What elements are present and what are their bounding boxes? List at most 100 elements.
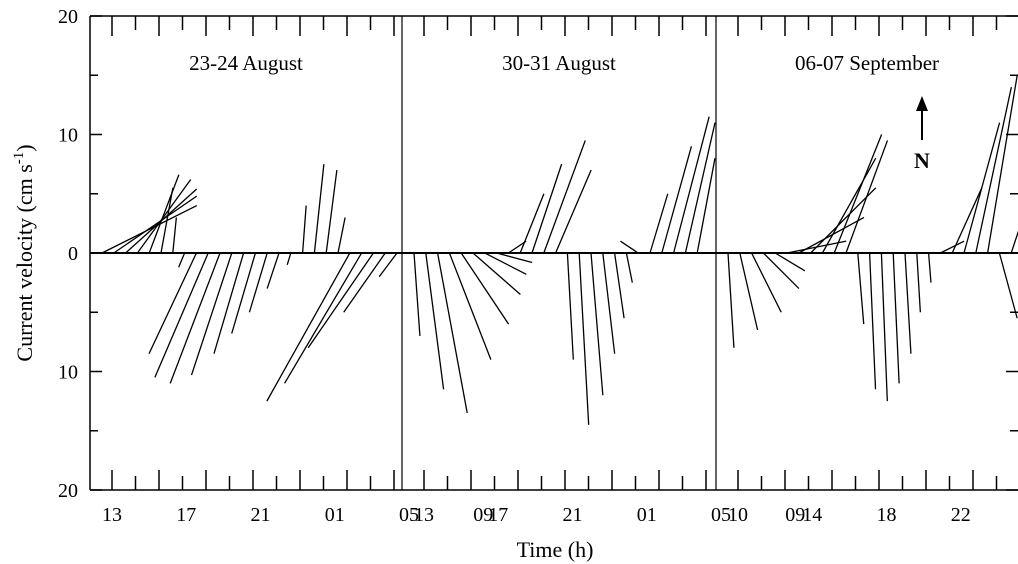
x-tick-label: 22 bbox=[951, 504, 971, 526]
velocity-stick bbox=[343, 252, 386, 313]
velocity-stick bbox=[940, 240, 965, 254]
velocity-stick bbox=[307, 252, 374, 349]
x-axis-label: Time (h) bbox=[517, 537, 594, 562]
velocity-stick bbox=[231, 252, 257, 334]
velocity-stick bbox=[672, 116, 710, 254]
x-tick-label: 09 bbox=[473, 504, 493, 526]
velocity-stick bbox=[519, 193, 545, 254]
velocity-stick bbox=[436, 252, 468, 414]
velocity-stick bbox=[169, 252, 221, 384]
velocity-stick bbox=[266, 252, 280, 289]
x-tick-label: 01 bbox=[325, 504, 345, 526]
north-label: N bbox=[914, 148, 930, 173]
velocity-stick bbox=[739, 252, 759, 331]
velocity-stick bbox=[160, 187, 174, 254]
velocity-stick bbox=[810, 187, 877, 254]
velocity-stick bbox=[543, 140, 586, 254]
velocity-stick bbox=[178, 252, 186, 268]
x-tick-label: 17 bbox=[176, 504, 196, 526]
plot-frame bbox=[89, 15, 1018, 491]
velocity-stick bbox=[727, 252, 735, 348]
velocity-stick bbox=[880, 252, 888, 402]
x-tick-label: 18 bbox=[877, 504, 897, 526]
velocity-stick bbox=[148, 252, 197, 355]
y-tick-label: 10 bbox=[58, 362, 78, 384]
velocity-stick bbox=[916, 252, 922, 313]
velocity-stick bbox=[590, 252, 604, 396]
velocity-stick bbox=[190, 252, 233, 376]
velocity-stick bbox=[266, 252, 351, 402]
x-tick-label: 21 bbox=[563, 504, 583, 526]
velocity-stick bbox=[986, 75, 1018, 254]
velocity-stick bbox=[774, 252, 806, 272]
panel-title-1: 23-24 August bbox=[189, 51, 303, 75]
x-axis-ticks: 131721010509131721010509101418220206 bbox=[102, 16, 998, 526]
velocity-stick bbox=[284, 252, 363, 384]
panel-title-3: 06-07 September bbox=[795, 51, 939, 75]
velocity-stick bbox=[413, 252, 421, 336]
x-tick-label: 14 bbox=[802, 504, 822, 526]
velocity-stick bbox=[998, 252, 1018, 319]
velocity-stick bbox=[845, 140, 889, 254]
velocity-stick bbox=[425, 252, 445, 390]
x-tick-label: 13 bbox=[414, 504, 434, 526]
velocity-stick bbox=[378, 252, 398, 278]
panel-title-2: 30-31 August bbox=[502, 51, 616, 75]
velocity-stick bbox=[620, 240, 639, 254]
velocity-stick bbox=[496, 252, 533, 264]
north-arrow: N bbox=[914, 96, 930, 173]
velocity-stick bbox=[248, 252, 268, 313]
velocity-stick bbox=[661, 146, 693, 254]
velocity-stick bbox=[963, 122, 1001, 254]
velocity-stick bbox=[927, 252, 932, 283]
velocity-stick bbox=[649, 193, 669, 254]
x-tick-label: 21 bbox=[251, 504, 271, 526]
panel-titles: 23-24 August 30-31 August 06-07 September bbox=[189, 51, 939, 75]
velocity-stick bbox=[892, 252, 900, 384]
velocity-stick bbox=[951, 187, 983, 254]
y-tick-label: 20 bbox=[58, 480, 78, 502]
velocity-stick bbox=[762, 252, 800, 290]
y-tick-label: 20 bbox=[58, 6, 78, 28]
velocity-stick bbox=[798, 216, 865, 254]
velocity-stick bbox=[337, 217, 346, 254]
velocity-stick bbox=[172, 217, 178, 254]
velocity-stick bbox=[301, 205, 307, 254]
x-tick-label: 13 bbox=[102, 504, 122, 526]
velocity-stick bbox=[751, 252, 782, 313]
velocity-stick bbox=[904, 252, 912, 354]
velocity-stick bbox=[460, 252, 510, 325]
velocity-stick bbox=[508, 240, 527, 254]
velocity-stick bbox=[696, 158, 716, 254]
current-sticks bbox=[101, 75, 1018, 425]
velocity-stick bbox=[448, 252, 492, 360]
velocity-stick bbox=[833, 134, 883, 254]
velocity-stick bbox=[578, 252, 590, 425]
velocity-stick bbox=[286, 252, 292, 266]
velocity-stick bbox=[531, 163, 563, 254]
velocity-stick bbox=[868, 252, 877, 390]
y-tick-label: 10 bbox=[58, 125, 78, 147]
velocity-stick bbox=[602, 252, 616, 354]
x-tick-label: 09 bbox=[785, 504, 805, 526]
velocity-stick bbox=[472, 252, 521, 295]
x-tick-label: 05 bbox=[711, 504, 731, 526]
velocity-stick bbox=[1010, 230, 1018, 254]
velocity-stick bbox=[213, 252, 245, 354]
velocity-stick bbox=[566, 252, 574, 360]
velocity-stick bbox=[684, 122, 716, 254]
velocity-stick bbox=[613, 252, 625, 319]
velocity-stick bbox=[313, 164, 325, 254]
velocity-stick bbox=[325, 169, 338, 254]
velocity-stick bbox=[148, 174, 180, 254]
velocity-stick bbox=[821, 157, 877, 254]
north-arrow-head-icon bbox=[916, 96, 928, 111]
x-tick-label: 17 bbox=[488, 504, 508, 526]
y-axis-ticks: 20 10 0 10 20 bbox=[58, 6, 1018, 502]
y-axis-label: Current velocity (cm s-1) bbox=[11, 144, 37, 361]
x-tick-label: 01 bbox=[637, 504, 657, 526]
x-tick-label: 10 bbox=[728, 504, 748, 526]
velocity-stick bbox=[555, 169, 592, 254]
velocity-stick bbox=[484, 252, 527, 275]
